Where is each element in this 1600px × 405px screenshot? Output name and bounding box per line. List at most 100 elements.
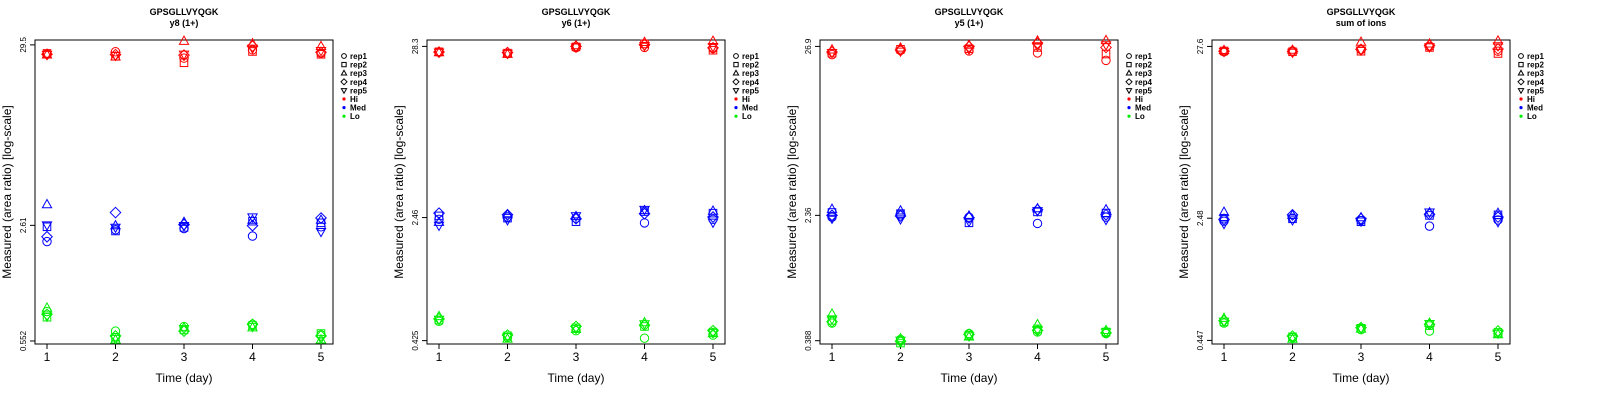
data-point-lo-rep5 [315, 334, 327, 345]
x-tick-label: 3 [1358, 350, 1365, 364]
data-point-hi-rep5 [1492, 42, 1504, 52]
data-point-med-rep3 [1355, 211, 1367, 222]
data-point-lo-rep4 [109, 330, 122, 342]
data-point-lo-rep3 [1287, 333, 1298, 343]
data-point-lo-rep5 [110, 334, 121, 345]
legend-marker-rep1 [341, 53, 347, 59]
data-point-med-rep3 [433, 216, 445, 226]
legend-label-rep1: rep1 [1527, 52, 1544, 61]
data-point-hi-rep2 [1493, 49, 1503, 58]
legend-marker-hi [342, 97, 346, 101]
chart-title: GPSGLLVYQGK [1327, 7, 1396, 17]
y-tick-label: 2.36 [804, 207, 813, 223]
y-tick-label: 0.552 [19, 330, 28, 351]
legend-marker-rep5 [1125, 88, 1133, 95]
y-tick-label: 29.5 [19, 37, 28, 53]
legend-label-rep5: rep5 [1135, 86, 1152, 95]
data-point-lo-rep3 [178, 321, 190, 332]
data-point-hi-rep5 [315, 46, 327, 57]
data-point-med-rep4 [1218, 213, 1230, 226]
legend-marker-rep3 [732, 69, 740, 76]
legend-label-med: Med [350, 104, 366, 113]
y-axis-label: Measured (area ratio) [log-scale] [785, 105, 799, 278]
data-point-hi-rep3 [1355, 36, 1367, 46]
data-point-lo-rep5 [502, 332, 513, 343]
data-point-med-rep5 [433, 221, 445, 232]
data-point-med-rep3 [895, 204, 906, 215]
y-axis-label: Measured (area ratio) [log-scale] [392, 105, 406, 278]
x-tick-label: 4 [249, 350, 256, 364]
data-point-lo-rep3 [1424, 317, 1435, 327]
legend-marker-lo [1519, 114, 1523, 118]
legend-marker-rep3 [1125, 69, 1133, 76]
data-point-hi-rep4 [1031, 37, 1044, 50]
legend-marker-med [1519, 106, 1523, 110]
legend-label-rep2: rep2 [1135, 61, 1152, 70]
legend-marker-rep2 [1518, 61, 1524, 68]
y-axis-label: Measured (area ratio) [log-scale] [1177, 105, 1191, 278]
legend-label-lo: Lo [350, 112, 360, 121]
data-point-lo-rep1 [639, 333, 650, 343]
plot-frame [34, 39, 334, 345]
data-point-med-rep1 [42, 236, 52, 247]
data-point-med-rep3 [1287, 209, 1298, 220]
data-point-med-rep4 [1423, 208, 1436, 221]
data-point-hi-rep5 [1218, 47, 1230, 58]
chart-title: GPSGLLVYQGK [542, 7, 611, 17]
legend-label-med: Med [1527, 104, 1543, 113]
legend-marker-hi [1127, 97, 1131, 101]
data-point-hi-rep3 [570, 39, 582, 50]
data-point-hi-rep5 [41, 50, 53, 61]
x-tick-label: 2 [112, 350, 119, 364]
data-point-med-rep1 [1424, 221, 1435, 231]
data-point-med-rep5 [639, 205, 650, 216]
chart-subtitle: sum of ions [1336, 18, 1387, 28]
legend-marker-rep3 [1517, 69, 1525, 76]
data-point-med-rep5 [1032, 207, 1043, 217]
data-point-med-rep5 [1218, 219, 1230, 230]
data-point-lo-rep5 [1424, 320, 1435, 330]
data-point-hi-rep5 [110, 51, 121, 62]
data-point-hi-rep4 [963, 40, 975, 53]
data-point-med-rep5 [1287, 216, 1298, 227]
data-point-lo-rep4 [570, 320, 582, 333]
data-point-med-rep5 [178, 221, 190, 232]
data-point-lo-rep5 [639, 320, 650, 330]
data-point-lo-rep5 [963, 332, 975, 343]
data-point-lo-rep5 [433, 315, 445, 326]
data-point-med-rep5 [963, 217, 975, 228]
y-tick-label: 26.9 [804, 38, 813, 54]
legend-marker-rep1 [1126, 53, 1132, 59]
x-tick-label: 2 [504, 350, 511, 364]
x-tick-label: 2 [1289, 350, 1296, 364]
data-point-hi-rep5 [1355, 46, 1367, 57]
data-point-med-rep5 [41, 221, 53, 232]
x-tick-label: 4 [641, 350, 648, 364]
legend-marker-rep5 [732, 88, 740, 95]
legend-label-med: Med [742, 104, 758, 113]
legend-label-rep3: rep3 [1527, 69, 1544, 78]
data-point-med-rep3 [1218, 206, 1230, 216]
chart-subtitle: y6 (1+) [562, 18, 591, 28]
data-point-lo-rep5 [1100, 328, 1112, 339]
data-point-med-rep4 [1355, 212, 1367, 225]
data-point-lo-rep3 [1355, 322, 1367, 333]
data-point-med-rep5 [895, 215, 906, 226]
data-point-hi-rep5 [895, 47, 906, 58]
legend-marker-lo [1127, 114, 1131, 118]
data-point-lo-rep4 [178, 325, 190, 338]
legend-marker-rep5 [340, 88, 348, 95]
legend-marker-hi [734, 97, 738, 101]
data-point-hi-rep2 [708, 45, 718, 55]
data-point-lo-rep3 [41, 301, 53, 312]
data-point-med-rep3 [707, 204, 719, 215]
x-tick-label: 1 [829, 350, 836, 364]
data-point-med-rep4 [1286, 208, 1299, 221]
data-point-med-rep5 [1424, 208, 1435, 219]
data-point-hi-rep2 [1219, 46, 1229, 56]
plot-frame [1211, 39, 1511, 345]
x-tick-label: 3 [966, 350, 973, 364]
data-point-med-rep5 [1355, 217, 1367, 228]
